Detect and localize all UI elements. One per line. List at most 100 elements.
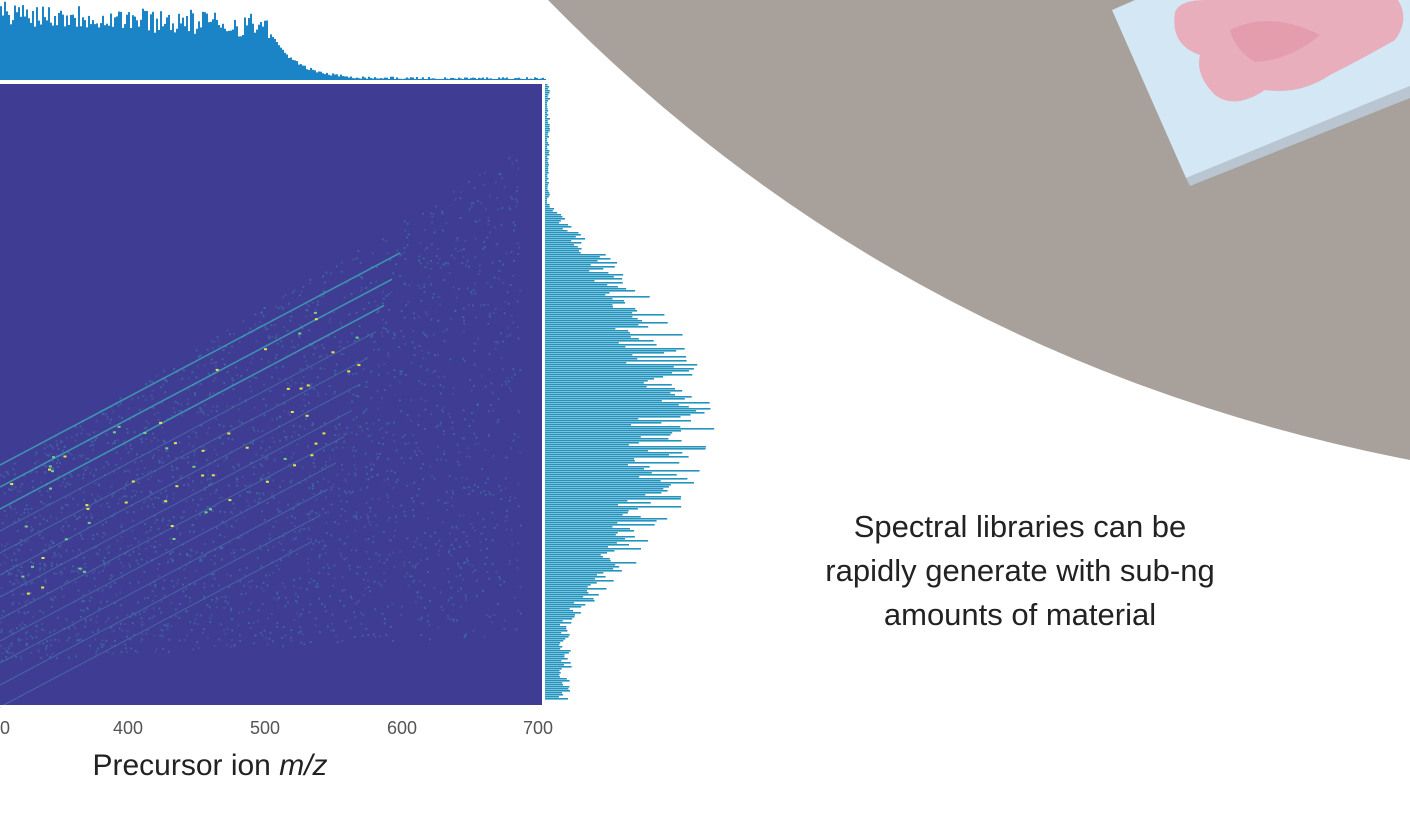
heatmap-cell <box>34 453 37 456</box>
heatmap-cell <box>418 255 421 258</box>
heatmap-cell <box>213 554 216 557</box>
heatmap-cell <box>181 450 184 453</box>
top-hist-bar <box>390 76 392 80</box>
heatmap-cell <box>430 283 433 286</box>
heatmap-cell <box>0 563 3 566</box>
heatmap-hotspot <box>283 457 287 460</box>
top-hist-bar <box>302 65 304 80</box>
heatmap-cell <box>293 346 296 349</box>
heatmap-cell <box>219 534 222 537</box>
right-hist-bar <box>545 482 694 484</box>
heatmap-cell <box>346 500 348 503</box>
heatmap-cell <box>0 587 3 589</box>
heatmap-cell <box>65 436 68 439</box>
top-hist-bar <box>296 61 298 80</box>
heatmap-cell <box>32 597 35 600</box>
heatmap-cell <box>343 296 346 299</box>
right-marginal-histogram <box>545 84 715 700</box>
heatmap-cell <box>420 397 423 400</box>
heatmap-cell <box>339 340 342 343</box>
right-hist-bar <box>545 240 572 242</box>
heatmap-cell <box>268 337 271 340</box>
heatmap-cell <box>474 443 477 446</box>
heatmap-cell <box>115 593 118 596</box>
heatmap-cell <box>353 636 356 639</box>
right-hist-bar <box>545 400 662 402</box>
top-hist-bar <box>152 11 154 80</box>
right-hist-bar <box>545 644 560 646</box>
heatmap-cell <box>450 496 453 499</box>
right-hist-bar <box>545 574 597 576</box>
heatmap-cell <box>355 433 358 436</box>
heatmap-cell <box>501 384 503 387</box>
heatmap-cell <box>517 483 520 486</box>
heatmap-cell <box>203 582 206 585</box>
right-hist-bar <box>545 290 636 292</box>
heatmap-cell <box>30 582 33 585</box>
heatmap-cell <box>119 498 122 501</box>
heatmap-cell <box>140 460 143 462</box>
heatmap-cell <box>462 319 465 322</box>
heatmap-cell <box>155 648 158 651</box>
heatmap-cell <box>31 528 34 531</box>
heatmap-streak <box>0 541 313 708</box>
heatmap-cell <box>487 491 490 494</box>
heatmap-cell <box>440 605 443 608</box>
heatmap-cell <box>285 438 288 441</box>
heatmap-cell <box>196 411 199 414</box>
heatmap-cell <box>203 556 205 559</box>
right-hist-bar <box>545 142 549 144</box>
heatmap-cell <box>120 457 122 460</box>
top-hist-bar <box>160 11 162 81</box>
heatmap-cell <box>346 426 349 429</box>
right-hist-bar <box>545 284 608 286</box>
x-tick-label: 400 <box>112 718 144 738</box>
heatmap-cell <box>269 631 272 634</box>
top-hist-bar <box>424 79 426 80</box>
heatmap-cell <box>290 515 293 518</box>
heatmap-cell <box>480 374 483 377</box>
top-hist-bar <box>534 77 536 80</box>
heatmap-cell <box>49 495 52 498</box>
heatmap-cell <box>211 509 214 512</box>
heatmap-cell <box>420 633 423 636</box>
heatmap-cell <box>404 229 407 232</box>
heatmap-hotspot <box>298 332 302 335</box>
heatmap-hotspot <box>306 384 310 387</box>
heatmap-cell <box>510 528 513 531</box>
heatmap-cell <box>192 489 195 491</box>
heatmap-cell <box>439 266 442 269</box>
right-hist-bar <box>545 696 559 698</box>
top-hist-bar <box>492 79 494 80</box>
top-hist-bar <box>72 14 74 81</box>
heatmap-cell <box>40 500 42 503</box>
heatmap-cell <box>372 535 375 538</box>
heatmap-cell <box>41 628 44 631</box>
heatmap-cell <box>433 586 436 589</box>
top-hist-bar <box>58 13 60 80</box>
heatmap-cell <box>68 627 71 630</box>
heatmap-cell <box>78 532 81 535</box>
heatmap-cell <box>400 329 403 332</box>
x-axis-label-text: Precursor ion <box>92 749 280 782</box>
top-hist-bar <box>106 23 108 80</box>
right-hist-bar <box>545 336 631 338</box>
heatmap-cell <box>266 502 269 505</box>
heatmap-cell <box>196 623 199 626</box>
heatmap-cell <box>339 552 342 555</box>
precursor-heatmap <box>0 84 542 708</box>
heatmap-cell <box>148 451 151 454</box>
right-hist-bar <box>545 386 647 388</box>
right-hist-bar <box>545 478 688 480</box>
top-hist-bar <box>216 20 218 80</box>
heatmap-cell <box>233 643 236 646</box>
heatmap-cell <box>339 514 342 517</box>
heatmap-cell <box>433 231 436 234</box>
top-hist-bar <box>378 78 380 80</box>
heatmap-cell <box>153 607 155 610</box>
heatmap-cell <box>403 510 406 513</box>
heatmap-cell <box>411 575 414 578</box>
heatmap-cell <box>300 641 303 644</box>
heatmap-cell <box>509 496 512 499</box>
right-hist-bar <box>545 500 628 502</box>
